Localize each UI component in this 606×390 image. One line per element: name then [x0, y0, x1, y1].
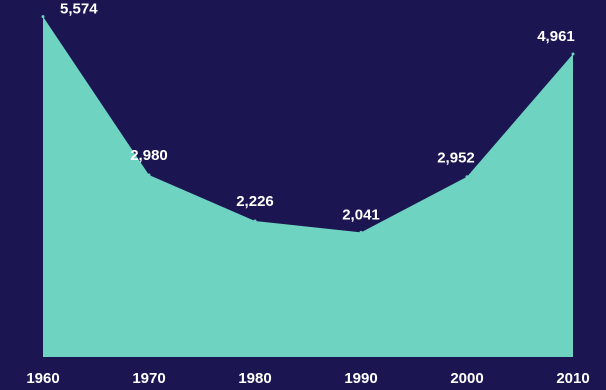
data-label-1980: 2,226 [236, 193, 274, 210]
x-tick-label-1960: 1960 [26, 370, 59, 387]
area-series [43, 16, 573, 357]
data-point-2010 [571, 52, 575, 56]
x-tick-label-1980: 1980 [238, 370, 271, 387]
x-tick-label-2000: 2000 [450, 370, 483, 387]
data-point-1990 [359, 230, 363, 234]
area-layer [41, 15, 575, 357]
x-tick-label-1990: 1990 [344, 370, 377, 387]
data-labels: 5,574 2,980 2,226 2,041 2,952 4,961 [60, 1, 575, 224]
data-label-2000: 2,952 [437, 150, 475, 167]
data-point-1970 [147, 173, 151, 177]
data-point-2000 [465, 175, 469, 179]
x-axis-tick-labels: 1960 1970 1980 1990 2000 2010 [26, 370, 589, 387]
data-point-1980 [253, 219, 257, 223]
data-label-2010: 4,961 [537, 28, 575, 45]
data-point-1960 [41, 15, 45, 19]
data-label-1970: 2,980 [130, 147, 168, 164]
data-label-1960: 5,574 [60, 1, 98, 18]
x-tick-label-1970: 1970 [132, 370, 165, 387]
data-label-1990: 2,041 [342, 206, 380, 223]
x-tick-label-2010: 2010 [556, 370, 589, 387]
